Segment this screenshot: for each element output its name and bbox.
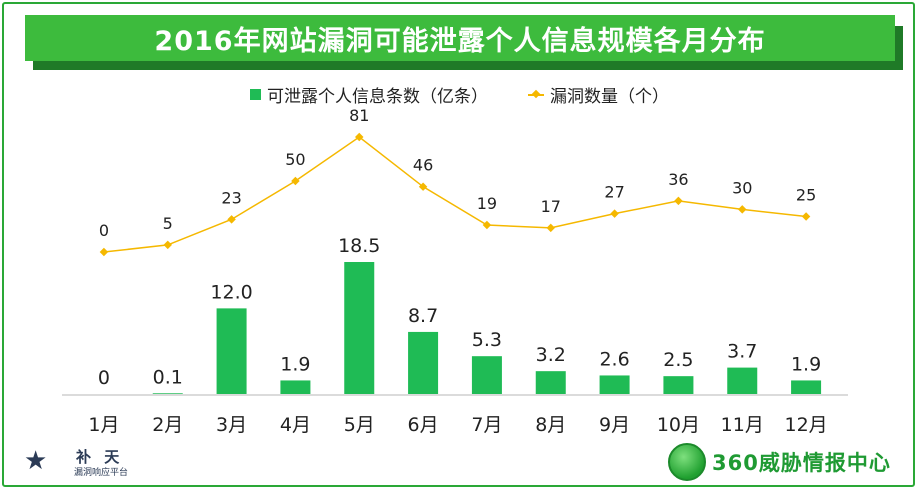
bar-value-label: 0.1 <box>153 366 183 388</box>
bar <box>471 356 502 394</box>
x-tick-label: 11月 <box>721 414 764 436</box>
line-point <box>738 205 747 214</box>
x-tick-label: 12月 <box>784 414 827 436</box>
bar <box>599 375 630 394</box>
line-point <box>291 176 300 186</box>
legend-item-bars: 可泄露个人信息条数（亿条） <box>250 82 488 107</box>
line-value-label: 23 <box>221 188 241 207</box>
line-value-label: 27 <box>604 183 624 202</box>
x-tick-label: 5月 <box>344 414 375 436</box>
x-tick-label: 7月 <box>471 414 502 436</box>
x-tick-label: 10月 <box>657 414 700 436</box>
line-point <box>227 215 236 224</box>
bar-value-label: 0 <box>98 367 110 389</box>
threat-intel-logo: 360威胁情报中心 <box>668 440 908 484</box>
legend: 可泄露个人信息条数（亿条） 漏洞数量（个） <box>0 82 919 107</box>
bar-value-label: 18.5 <box>338 235 380 257</box>
legend-label-line: 漏洞数量（个） <box>550 86 669 107</box>
line-value-label: 36 <box>668 170 688 189</box>
legend-swatch-line <box>528 89 544 100</box>
bar <box>727 367 758 394</box>
line-point <box>674 196 683 206</box>
legend-label-bars: 可泄露个人信息条数（亿条） <box>267 86 488 107</box>
bar <box>791 380 822 394</box>
line-point <box>163 240 172 250</box>
bar-value-label: 1.9 <box>791 353 821 375</box>
bar-value-label: 5.3 <box>472 329 502 351</box>
threat-intel-brand: 360威胁情报中心 <box>712 451 891 475</box>
bar <box>535 371 566 394</box>
globe-icon <box>668 443 706 481</box>
bar-value-label: 3.7 <box>727 341 757 363</box>
bar <box>344 262 375 394</box>
bar-value-label: 2.5 <box>663 349 693 371</box>
bar <box>152 393 183 394</box>
bar <box>408 331 439 394</box>
line-value-label: 0 <box>99 221 109 240</box>
butian-logo: ★ 补 天 漏洞响应平台 <box>24 446 164 480</box>
line-point <box>99 247 109 257</box>
bar-value-label: 12.0 <box>210 281 252 303</box>
chart-title: 2016年网站漏洞可能泄露个人信息规模各月分布 <box>25 15 895 61</box>
butian-logo-subtitle: 漏洞响应平台 <box>74 468 129 478</box>
line-value-label: 5 <box>163 214 173 233</box>
line-point <box>546 223 555 233</box>
x-tick-label: 6月 <box>408 414 439 436</box>
bar <box>663 376 694 394</box>
bar <box>280 380 311 394</box>
line-value-label: 17 <box>541 197 561 216</box>
line-value-label: 46 <box>413 156 433 175</box>
bar-value-label: 1.9 <box>280 353 310 375</box>
line-value-label: 19 <box>477 194 497 213</box>
line-point <box>610 209 619 218</box>
x-tick-label: 9月 <box>599 414 630 436</box>
line-point <box>482 220 492 230</box>
line-point <box>801 212 811 221</box>
x-tick-label: 2月 <box>152 414 183 436</box>
star-wing-icon: ★ <box>24 446 48 476</box>
line-value-label: 50 <box>285 150 305 169</box>
legend-swatch-bars <box>250 88 261 100</box>
bar <box>216 308 247 394</box>
bar-value-label: 2.6 <box>599 348 629 370</box>
legend-item-line: 漏洞数量（个） <box>528 82 669 107</box>
bar-value-label: 3.2 <box>536 344 566 366</box>
line-value-label: 30 <box>732 178 752 197</box>
x-tick-label: 1月 <box>88 414 119 436</box>
butian-logo-name: 补 天 <box>76 448 124 466</box>
line-value-label: 25 <box>796 186 816 205</box>
x-tick-label: 3月 <box>216 414 247 436</box>
line-point <box>418 182 428 191</box>
line-point <box>355 132 364 142</box>
line-series <box>103 136 807 253</box>
x-tick-label: 4月 <box>280 414 311 436</box>
x-tick-label: 8月 <box>535 414 566 436</box>
line-value-label: 81 <box>349 106 369 125</box>
bar-value-label: 8.7 <box>408 305 438 327</box>
